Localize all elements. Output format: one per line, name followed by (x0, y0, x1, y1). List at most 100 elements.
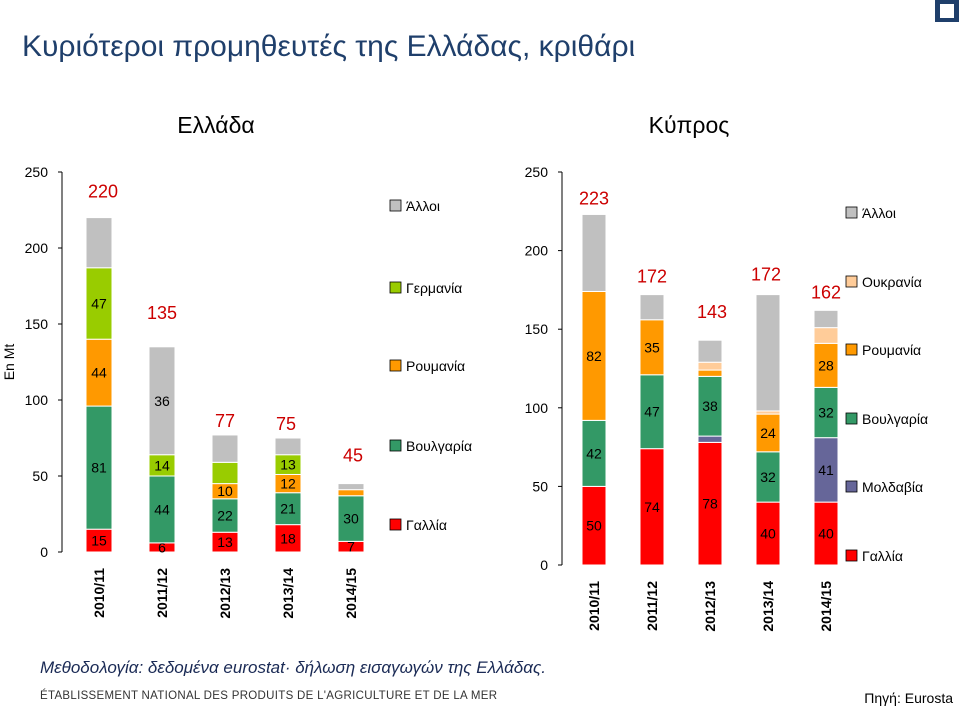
page-title: Κυριότεροι προμηθευτές της Ελλάδας, κριθ… (22, 30, 636, 63)
total-label: 162 (811, 282, 841, 302)
segment-label: 7 (347, 539, 355, 555)
bar-segment-Μολδαβία (813, 437, 839, 503)
segment-label: 6 (158, 539, 166, 555)
legend-swatch-Άλλοι (845, 206, 858, 219)
legend-label: Μολδαβία (862, 479, 923, 495)
legend-label: Άλλοι (862, 205, 896, 221)
bar-segment-Ρουμανία (639, 319, 665, 376)
segment-label: 24 (760, 425, 776, 441)
bar-segment-Ρουμανία (581, 290, 607, 421)
segment-label: 74 (644, 499, 660, 515)
segment-label: 50 (586, 518, 602, 534)
x-category-label: 2014/15 (818, 581, 834, 632)
chart-greece: Ελλάδα 0 50 100 150 200 250 En Mt 15 81 44 47 220 201… (1, 112, 472, 619)
bar-segment-Βουλγαρία (813, 386, 839, 439)
source-label: Πηγή: Eurosta (864, 690, 953, 706)
y-tick-label: 250 (525, 164, 549, 180)
segment-label: 42 (586, 445, 602, 461)
bar-segment-Άλλοι (639, 294, 665, 321)
total-label: 75 (276, 414, 296, 434)
legend-label: Γερμανία (406, 280, 462, 296)
bar-segment-Γαλλία (581, 485, 607, 566)
y-tick-label: 200 (25, 240, 49, 256)
segment-label: 36 (154, 393, 170, 409)
bar-segment-Γαλλία (274, 524, 302, 553)
corner-square-icon (935, 0, 959, 22)
bar-segment-Ρουμανία (337, 489, 365, 497)
segment-label: 22 (217, 508, 233, 524)
segment-label: 78 (702, 496, 718, 512)
legend-swatch-Γερμανία (389, 281, 402, 294)
segment-label: 38 (702, 398, 718, 414)
chart-title: Κύπρος (649, 112, 730, 138)
bar-segment-Άλλοι (697, 339, 723, 363)
segment-label: 40 (760, 526, 776, 542)
segment-label: 10 (217, 483, 233, 499)
x-category-label: 2010/11 (91, 568, 107, 618)
segment-label: 47 (91, 295, 107, 311)
bar-segment-Γερμανία (211, 461, 239, 485)
bar-segment-Άλλοι (813, 309, 839, 329)
legend-label: Γαλλία (862, 548, 903, 564)
segment-label: 44 (154, 501, 170, 517)
legend-label: Ουκρανία (862, 274, 922, 290)
chart-cyprus: Κύπρος 0 50 100 150 200 250 50 42 82 223 2010/11 74 4… (525, 112, 928, 632)
segment-label: 82 (586, 348, 602, 364)
segment-label: 32 (760, 469, 776, 485)
segment-label: 32 (818, 405, 834, 421)
legend-swatch-Ρουμανία (845, 343, 858, 356)
total-label: 220 (88, 182, 118, 202)
segment-label: 13 (217, 534, 233, 550)
total-label: 77 (215, 411, 235, 431)
bar-segment-Ουκρανία (813, 327, 839, 344)
methodology-note: Μεθοδολογία: δεδομένα eurostat· δήλωση ε… (40, 658, 546, 677)
segment-label: 47 (644, 404, 660, 420)
legend-swatch-Ουκρανία (845, 275, 858, 288)
x-category-label: 2014/15 (343, 568, 359, 619)
total-label: 45 (343, 446, 363, 466)
bar-segment-Άλλοι (85, 217, 113, 269)
legend-swatch-Βουλγαρία (389, 439, 402, 452)
segment-label: 12 (280, 476, 296, 492)
x-category-label: 2013/14 (760, 581, 776, 632)
legend-swatch-Γαλλία (389, 518, 402, 531)
chart-title: Ελλάδα (177, 112, 254, 138)
x-category-label: 2013/14 (280, 568, 296, 619)
segment-label: 28 (818, 357, 834, 373)
total-label: 172 (637, 267, 667, 287)
segment-label: 35 (644, 339, 660, 355)
legend-swatch-Άλλοι (389, 199, 402, 212)
x-category-label: 2010/11 (586, 581, 602, 631)
bar-segment-Βουλγαρία (639, 374, 665, 450)
y-tick-label: 100 (25, 392, 49, 408)
segment-label: 21 (280, 501, 296, 517)
legend-label: Άλλοι (406, 198, 440, 214)
segment-label: 44 (91, 365, 107, 381)
y-tick-label: 100 (525, 400, 549, 416)
bar-segment-Άλλοι (274, 437, 302, 456)
bar-segment-Βουλγαρία (148, 475, 176, 544)
bar-segment-Βουλγαρία (755, 451, 781, 503)
y-axis-label: En Mt (1, 344, 17, 381)
y-tick-label: 200 (525, 243, 549, 259)
legend-label: Βουλγαρία (406, 438, 472, 454)
total-label: 223 (579, 188, 609, 208)
bar-segment-Άλλοι (337, 483, 365, 491)
legend-label: Ρουμανία (862, 342, 921, 358)
bar-segment-Ρουμανία (697, 369, 723, 377)
segment-label: 41 (818, 462, 834, 478)
bar-segment-Άλλοι (148, 346, 176, 456)
segment-label: 40 (818, 526, 834, 542)
legend-swatch-Μολδαβία (845, 480, 858, 493)
bar-segment-Ρουμανία (813, 342, 839, 388)
legend-label: Γαλλία (406, 517, 447, 533)
y-tick-label: 0 (40, 544, 48, 560)
bar-segment-Βουλγαρία (697, 375, 723, 437)
segment-label: 14 (154, 457, 170, 473)
bar-segment-Γαλλία (697, 441, 723, 566)
y-tick-label: 150 (25, 316, 49, 332)
bar-segment-Βουλγαρία (274, 492, 302, 526)
bar-segment-Γαλλία (755, 501, 781, 566)
y-tick-label: 50 (532, 478, 548, 494)
bar-segment-Γαλλία (813, 501, 839, 566)
